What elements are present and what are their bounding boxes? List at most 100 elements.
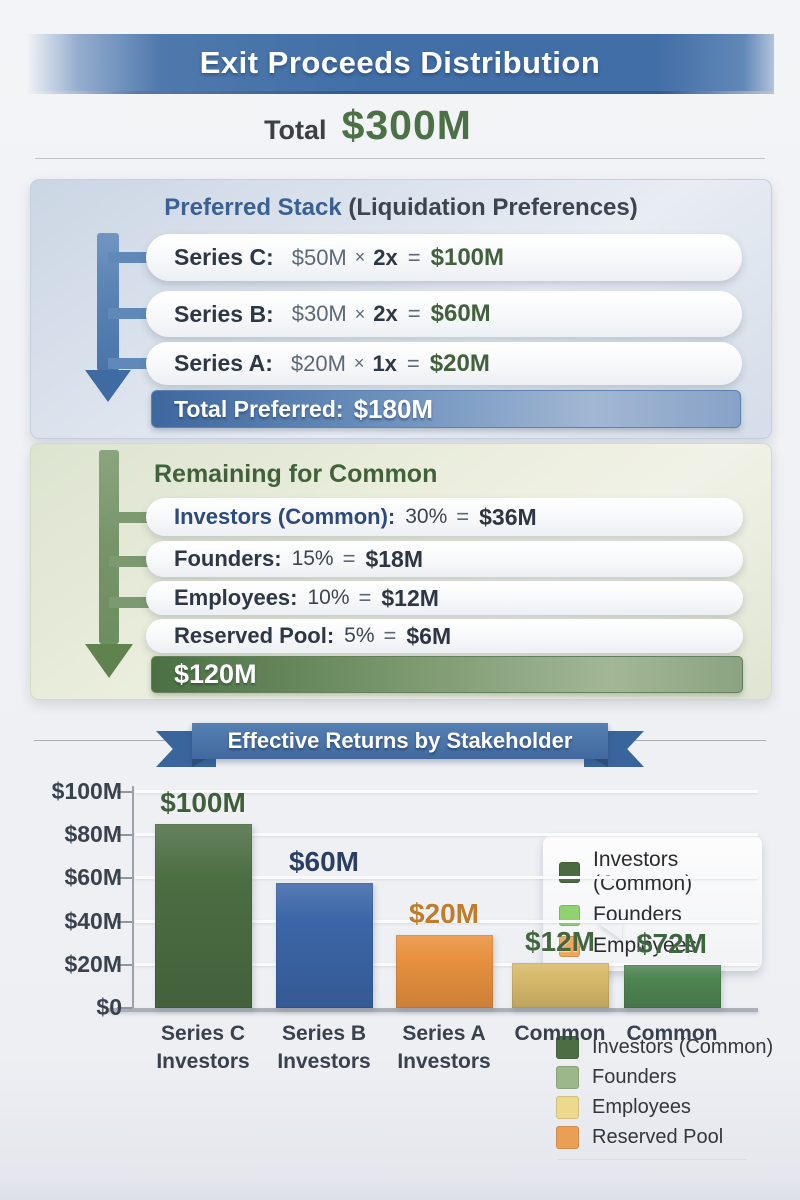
equals-sign: = xyxy=(342,546,356,571)
legend-divider-line xyxy=(558,1159,746,1160)
bottom-fade xyxy=(0,1178,800,1200)
series-c-amount: $50M xyxy=(291,244,347,270)
series-b-multiple: 2x xyxy=(373,301,398,326)
x-axis-line xyxy=(108,1008,758,1012)
series-c-label: Series C: xyxy=(174,244,274,270)
x-category-label: Common xyxy=(626,1022,718,1045)
bar-chart: Investors (Common) Founders Employees Inve… xyxy=(0,778,800,1200)
branch-connector xyxy=(108,308,160,319)
bar-2 xyxy=(395,935,493,1008)
legend-item: Founders xyxy=(559,903,746,927)
bar-value-label: $20M xyxy=(408,898,480,929)
founders-pct: 15% xyxy=(291,547,334,570)
x-category-label: Series B Investors xyxy=(277,1022,371,1074)
total-line: Total $300M xyxy=(0,102,768,149)
equals-sign: = xyxy=(456,504,470,529)
legend-item: Investors (Common) xyxy=(559,848,746,896)
bottom-legend: Investors (Common) Founders Employees Reser… xyxy=(556,1036,776,1160)
founders-row: Founders: 15% = $18M xyxy=(146,541,743,577)
series-b-label: Series B: xyxy=(174,300,274,327)
total-preferred-label: Total Preferred: xyxy=(174,395,344,422)
legend-pointer-tail xyxy=(596,922,622,940)
ribbon-fold-shadow xyxy=(192,759,206,767)
preferred-heading-main: Preferred Stack xyxy=(164,194,342,221)
remaining-common-section: Remaining for Common Investors (Common):… xyxy=(30,443,772,700)
legend-item: Founders xyxy=(556,1066,776,1089)
ribbon-fold-shadow xyxy=(594,759,608,767)
y-tick-mark xyxy=(117,834,132,837)
reserved-pool-row: Reserved Pool: 5% = $6M xyxy=(146,619,743,653)
equals-sign: = xyxy=(407,301,421,326)
common-heading: Remaining for Common xyxy=(154,460,438,488)
legend-label: Investors (Common) xyxy=(593,848,693,895)
series-a-result: $20M xyxy=(429,349,490,377)
reserved-pool-label: Reserved Pool: xyxy=(174,623,335,648)
employees-pct: 10% xyxy=(307,586,350,609)
employees-result: $12M xyxy=(381,584,439,611)
times-sign: × xyxy=(354,303,366,324)
y-tick-label: $80M xyxy=(64,821,122,848)
y-tick-mark xyxy=(117,963,132,966)
bar-1 xyxy=(275,883,373,1008)
y-tick-label: $0 xyxy=(96,994,122,1020)
branch-connector xyxy=(108,252,160,263)
legend-item: Employees xyxy=(556,1096,776,1119)
legend-swatch xyxy=(556,1036,579,1059)
employees-label: Employees: xyxy=(174,585,298,610)
bar-3 xyxy=(511,963,609,1008)
bar-0 xyxy=(154,824,252,1008)
remaining-total-value: $120M xyxy=(174,659,257,689)
y-tick-label: $40M xyxy=(64,907,122,934)
bar-value-label: $100M xyxy=(160,787,246,818)
legend-rows: Investors (Common) Founders Employees xyxy=(559,848,746,958)
x-category-label: Common xyxy=(514,1022,606,1045)
common-flow-arrow-stem xyxy=(99,450,119,644)
investors-common-pct: 30% xyxy=(405,505,448,528)
series-a-label: Series A: xyxy=(174,350,273,376)
legend-swatch xyxy=(556,1126,579,1149)
y-tick-label: $100M xyxy=(51,778,122,804)
total-label: Total xyxy=(264,115,327,145)
title-banner: Exit Proceeds Distribution xyxy=(26,34,774,94)
series-b-result: $60M xyxy=(430,300,491,327)
legend-item: Reserved Pool xyxy=(556,1126,776,1149)
bar-value-label: $72M xyxy=(636,928,708,959)
arrow-down-icon xyxy=(85,370,131,402)
founders-label: Founders: xyxy=(174,546,282,571)
times-sign: × xyxy=(354,247,366,267)
equals-sign: = xyxy=(407,244,421,270)
employees-row: Employees: 10% = $12M xyxy=(146,581,743,615)
gridline xyxy=(135,833,758,837)
equals-sign: = xyxy=(383,623,397,648)
y-axis-line xyxy=(132,786,134,1008)
branch-connector xyxy=(109,512,159,523)
series-b-row: Series B: $30M × 2x = $60M xyxy=(146,291,742,337)
total-preferred-banner: Total Preferred: $180M xyxy=(151,390,741,428)
page-title: Exit Proceeds Distribution xyxy=(199,44,601,80)
bar-value-label: $60M xyxy=(288,846,360,877)
reserved-pool-pct: 5% xyxy=(344,624,375,647)
legend-label: Investors (Common) xyxy=(592,1036,774,1058)
gridline xyxy=(135,790,758,793)
series-c-result: $100M xyxy=(430,243,505,271)
legend-label: Reserved Pool xyxy=(592,1126,724,1148)
preferred-flow-arrow-stem xyxy=(97,233,119,371)
series-c-row: Series C: $50M × 2x = $100M xyxy=(146,234,742,281)
chart-section-title: Effective Returns by Stakeholder xyxy=(227,728,573,753)
total-preferred-value: $180M xyxy=(353,393,434,424)
equals-sign: = xyxy=(358,585,372,610)
x-category-label: Series C Investors xyxy=(156,1022,250,1074)
bar-value-label: $12M xyxy=(524,926,596,957)
investors-common-label: Investors (Common): xyxy=(174,504,396,529)
preferred-stack-section: Preferred Stack (Liquidation Preferences… xyxy=(30,179,772,439)
series-a-amount: $20M xyxy=(290,350,346,376)
reserved-pool-result: $6M xyxy=(406,622,452,649)
gridline xyxy=(135,919,758,923)
investors-common-result: $36M xyxy=(479,503,537,530)
investors-common-row: Investors (Common): 30% = $36M xyxy=(146,498,743,536)
y-tick-mark xyxy=(117,877,132,880)
y-tick-label: $20M xyxy=(64,950,122,977)
ribbon-banner: Effective Returns by Stakeholder xyxy=(192,723,608,759)
total-value: $300M xyxy=(341,102,472,148)
